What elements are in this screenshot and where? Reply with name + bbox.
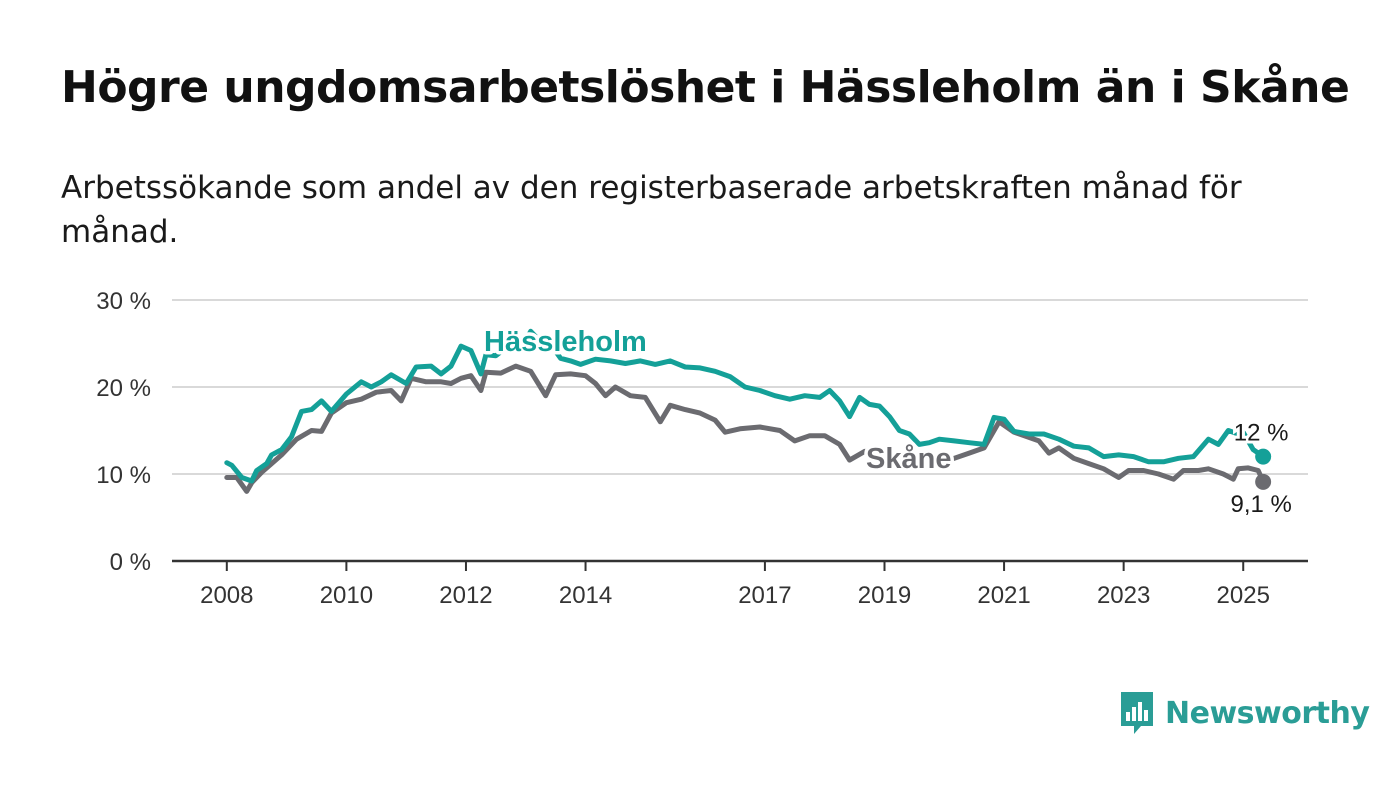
chart-title: Högre ungdomsarbetslöshet i Hässleholm ä… (61, 62, 1350, 113)
newsworthy-logo: Newsworthy (1119, 690, 1370, 736)
series-line-hassleholm (224, 328, 1266, 484)
chart-subtitle: Arbetssökande som andel av den registerb… (61, 170, 1242, 250)
y-tick-label: 20 % (96, 375, 151, 402)
brand-name: Newsworthy (1165, 695, 1370, 731)
end-point-hassleholm (1255, 448, 1272, 465)
y-tick-label: 10 % (96, 462, 151, 489)
series-labels: Hässleholm Skåne 12 % 9,1 % (481, 323, 1295, 521)
gridlines (172, 299, 1308, 475)
x-tick-label: 2017 (738, 582, 791, 609)
x-tick-label: 2023 (1097, 582, 1150, 609)
series-label-hassleholm: Hässleholm (484, 326, 647, 358)
x-tick-label: 2012 (439, 582, 492, 609)
x-tick-label: 2008 (200, 582, 253, 609)
x-tick-label: 2014 (559, 582, 612, 609)
x-tick-label: 2025 (1217, 582, 1270, 609)
x-tick-label: 2019 (858, 582, 911, 609)
series-label-skane: Skåne (866, 443, 951, 475)
y-tick-label: 30 % (96, 288, 151, 315)
end-label-skane: 9,1 % (1230, 491, 1291, 518)
end-label-hassleholm: 12 % (1234, 420, 1289, 447)
y-tick-label: 0 % (110, 549, 151, 576)
x-tick-label: 2010 (320, 582, 373, 609)
x-axis: 2008 2010 2012 2014 2017 2019 2021 2023 2025 (172, 559, 1308, 609)
y-axis-ticks: 0 % 10 % 20 % 30 % (96, 288, 151, 576)
end-point-skane (1255, 473, 1272, 490)
x-tick-label: 2021 (977, 582, 1030, 609)
bar-chart-logo-icon (1121, 692, 1153, 734)
series-lines (224, 328, 1272, 494)
series-line-skane (224, 363, 1266, 494)
